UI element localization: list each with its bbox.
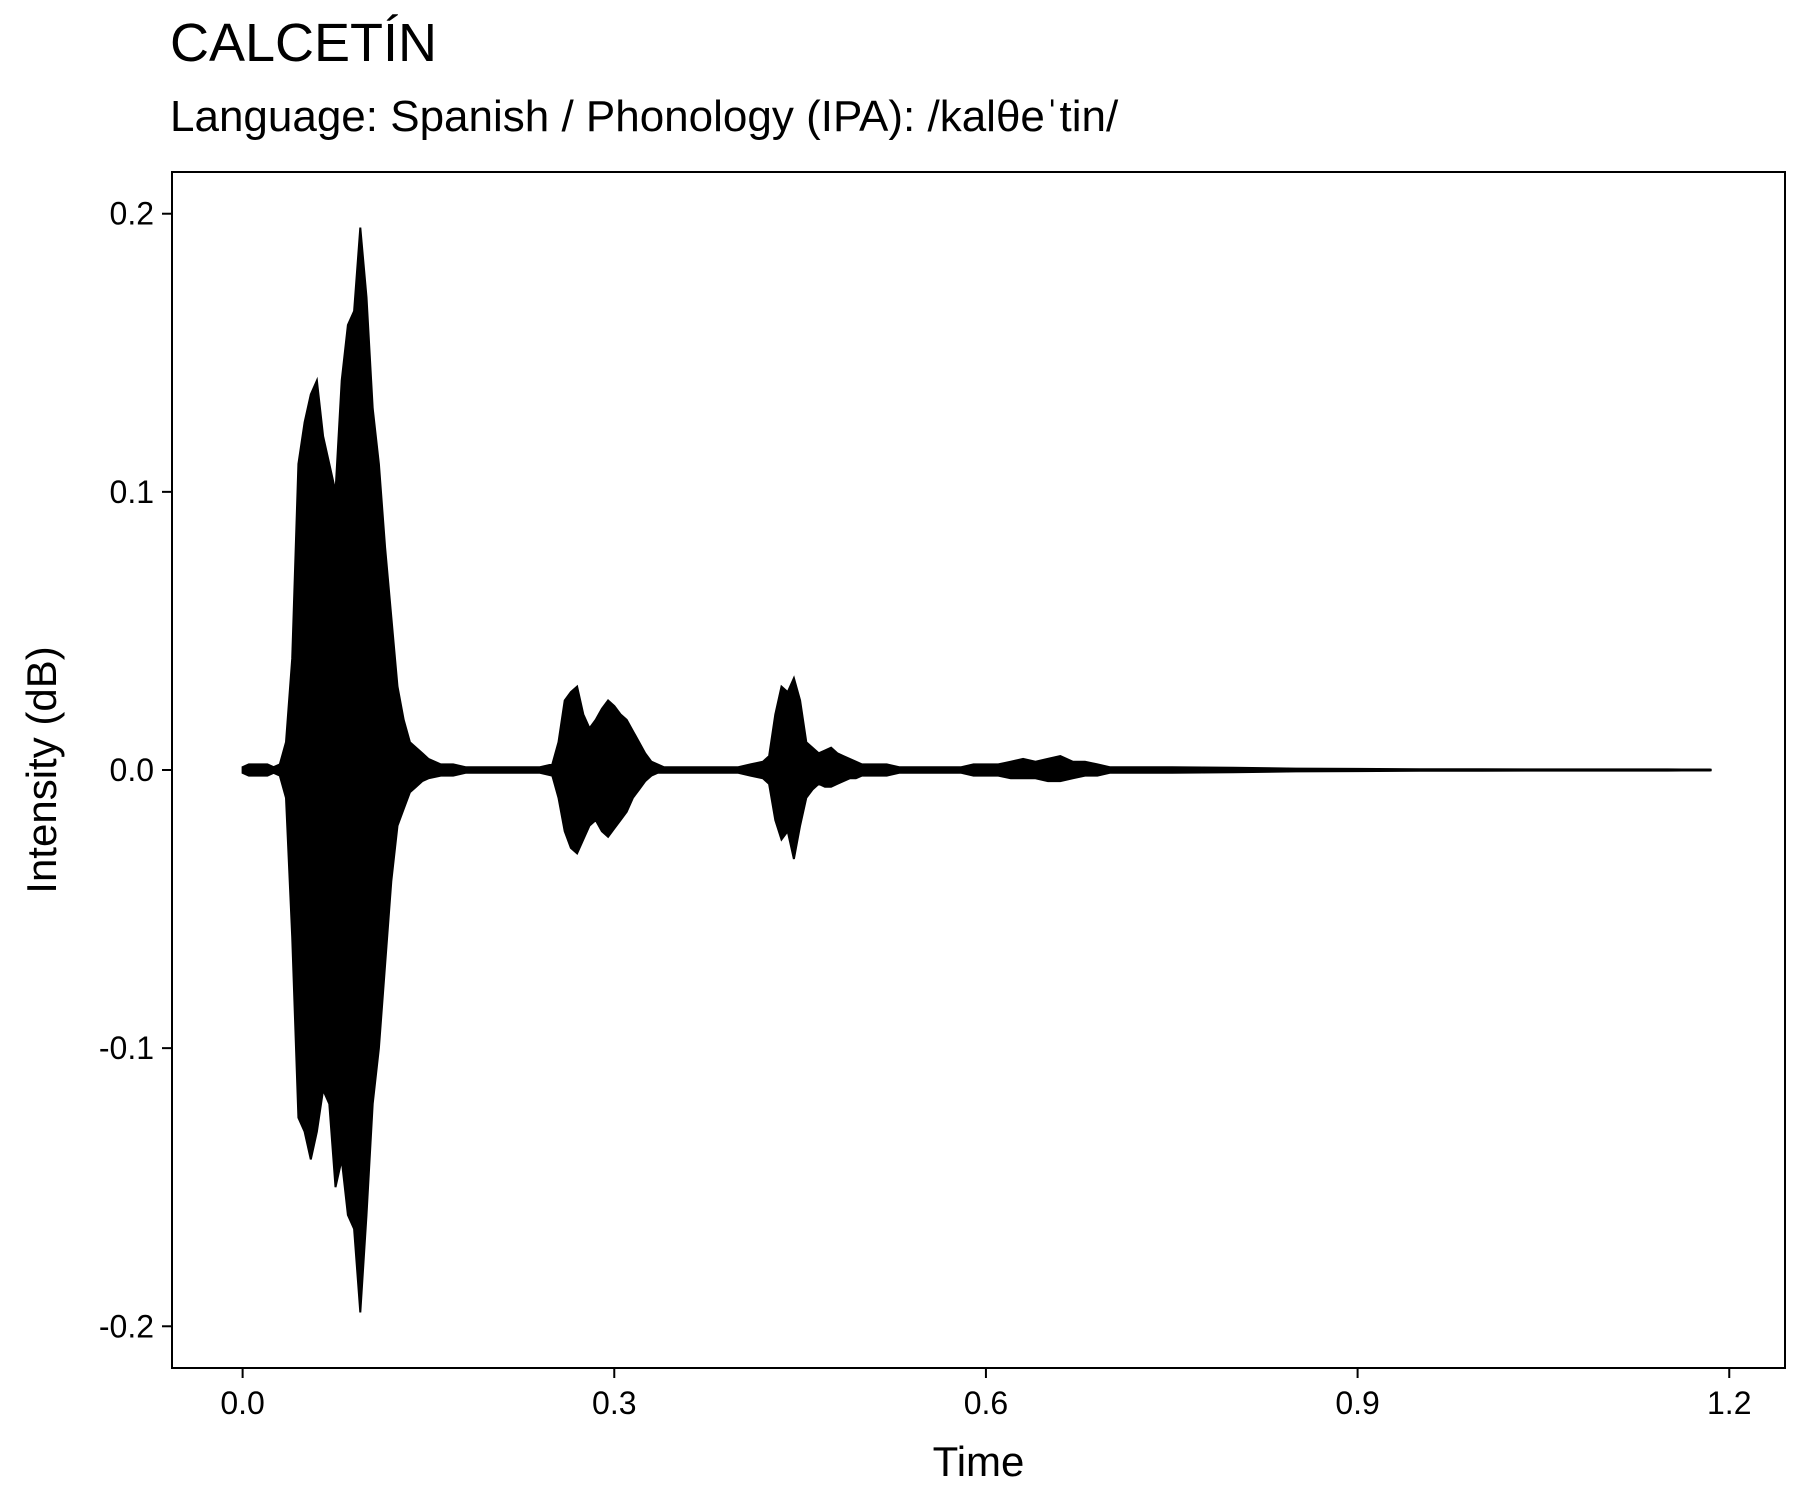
x-axis: 0.0 0.3 0.6 0.9 1.2 [220, 1368, 1751, 1421]
x-tick-label: 0.6 [964, 1385, 1008, 1421]
y-tick-label: -0.2 [99, 1308, 154, 1344]
x-tick-label: 0.0 [220, 1385, 264, 1421]
x-axis-title: Time [933, 1438, 1025, 1485]
x-tick-label: 0.9 [1335, 1385, 1379, 1421]
chart-subtitle: Language: Spanish / Phonology (IPA): /ka… [170, 92, 1119, 141]
plot-area [241, 227, 1712, 1313]
y-tick-label: 0.1 [110, 474, 154, 510]
y-tick-label: 0.2 [110, 196, 154, 232]
y-axis-title: Intensity (dB) [18, 646, 65, 893]
y-tick-label: 0.0 [110, 752, 154, 788]
x-tick-label: 1.2 [1707, 1385, 1751, 1421]
chart-title: CALCETÍN [170, 13, 438, 73]
y-axis: -0.2 -0.1 0.0 0.1 0.2 [99, 196, 172, 1344]
x-tick-label: 0.3 [592, 1385, 636, 1421]
y-tick-label: -0.1 [99, 1030, 154, 1066]
